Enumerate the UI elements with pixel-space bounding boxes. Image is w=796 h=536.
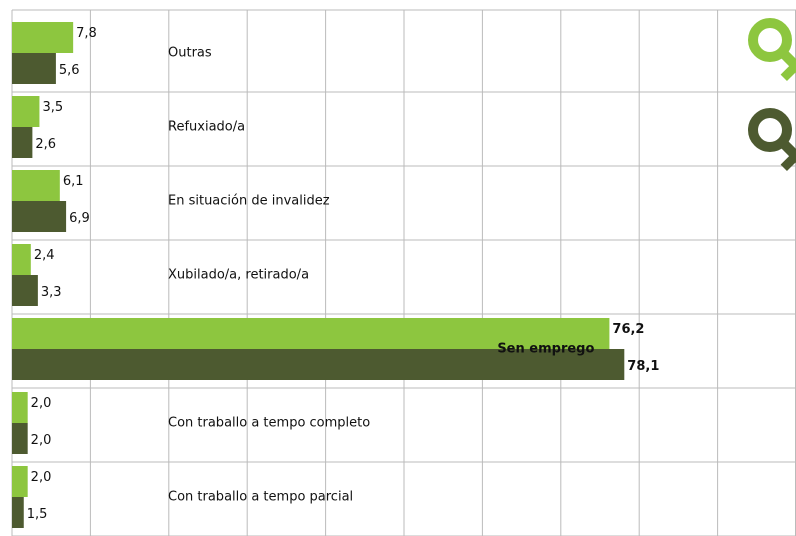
bar [12, 22, 74, 53]
value-label: 6,9 [69, 211, 90, 226]
bar [12, 244, 31, 275]
value-label: 2,0 [31, 433, 52, 448]
value-label: 1,5 [27, 507, 48, 522]
value-label: 2,4 [34, 248, 55, 263]
legend-icon-male [748, 108, 796, 172]
value-label: 6,1 [63, 174, 84, 189]
legend-icon-female [748, 17, 796, 82]
bar [12, 127, 33, 158]
value-label: 7,8 [76, 26, 97, 41]
bar [12, 170, 60, 201]
bar [12, 318, 610, 349]
value-label: 3,5 [42, 100, 63, 115]
icon-ring [748, 108, 792, 152]
bar [12, 466, 28, 497]
bar [12, 96, 40, 127]
category-label: Con traballo a tempo parcial [168, 490, 353, 505]
category-label: Refuxiado/a [168, 120, 245, 135]
value-label: 5,6 [59, 63, 80, 78]
value-label: 78,1 [627, 359, 659, 374]
category-label: Xubilado/a, retirado/a [168, 268, 309, 283]
bar [12, 392, 28, 423]
icon-ring [748, 17, 792, 62]
bar [12, 275, 38, 306]
category-label: Outras [168, 46, 212, 61]
bar [12, 201, 67, 232]
bar [12, 497, 24, 528]
category-label: Con traballo a tempo completo [168, 416, 370, 431]
value-label: 2,6 [35, 137, 56, 152]
value-label: 76,2 [612, 322, 644, 337]
value-label: 3,3 [41, 285, 62, 300]
value-label: 2,0 [31, 396, 52, 411]
bar [12, 349, 625, 380]
category-label: En situación de invalidez [168, 194, 330, 209]
bar [12, 423, 28, 454]
category-label: Sen emprego [497, 342, 594, 357]
bar [12, 53, 56, 84]
value-label: 2,0 [31, 470, 52, 485]
